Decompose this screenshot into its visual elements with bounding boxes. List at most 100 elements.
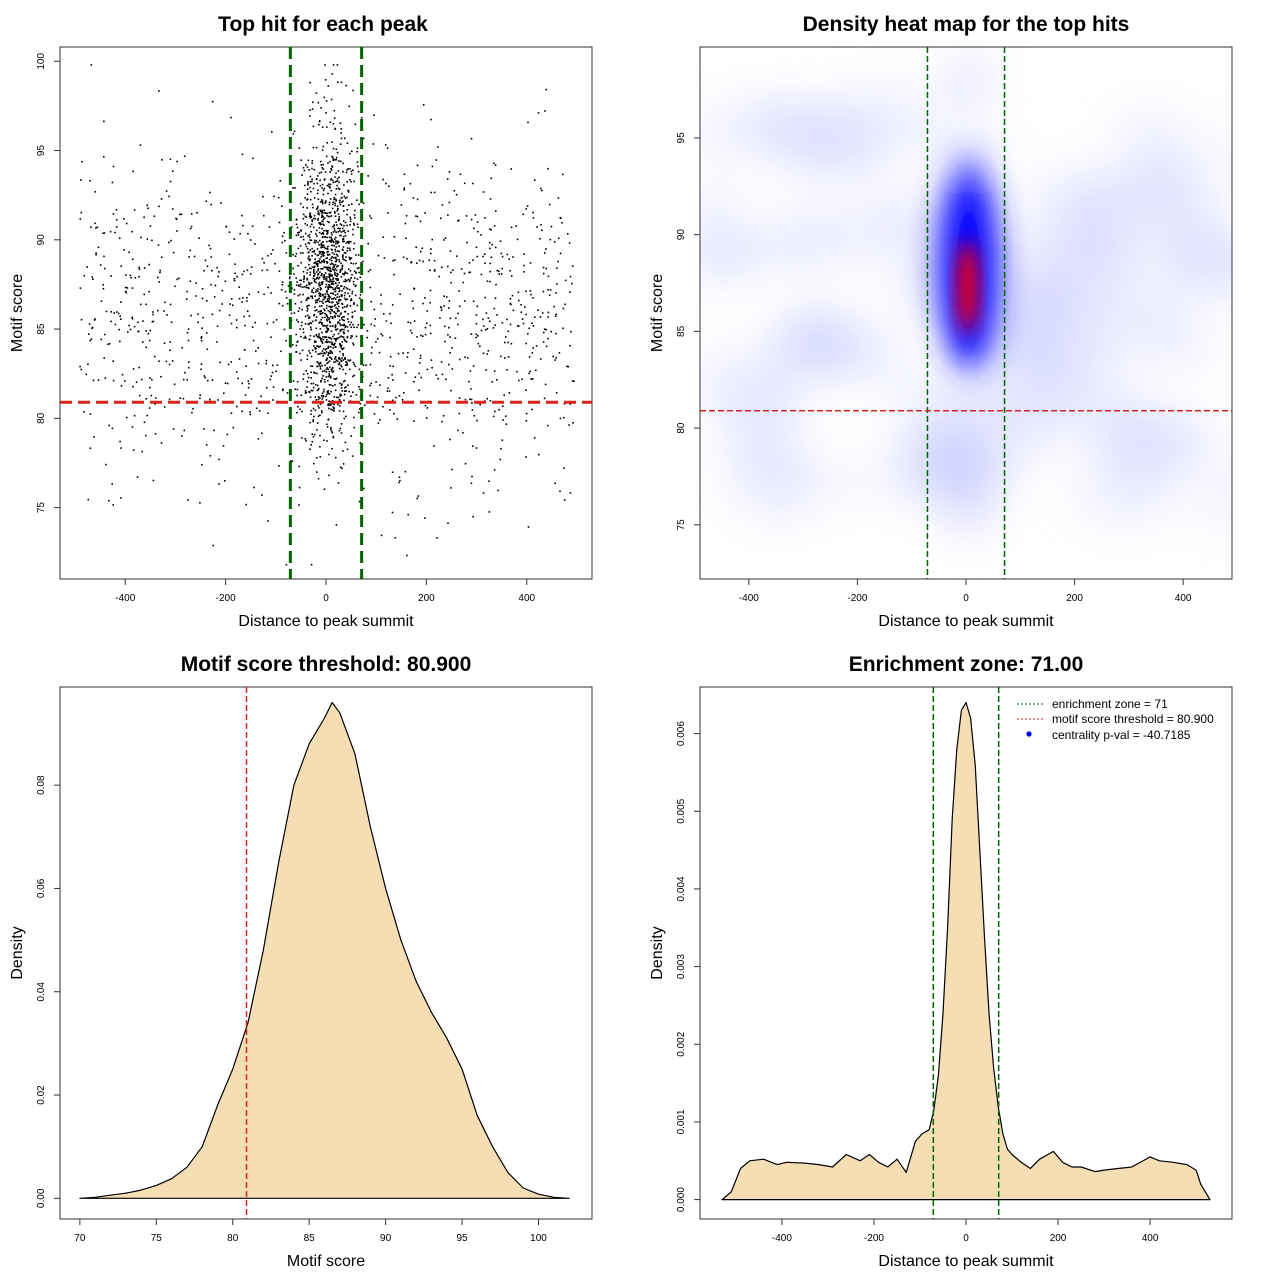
scatter-point xyxy=(334,298,337,300)
scatter-point xyxy=(349,179,351,181)
scatter-point xyxy=(341,318,344,321)
scatter-point xyxy=(556,267,558,269)
scatter-point xyxy=(335,198,337,201)
scatter-point xyxy=(305,286,308,289)
scatter-point xyxy=(100,338,103,341)
scatter-point xyxy=(263,214,265,217)
scatter-point xyxy=(324,297,326,299)
scatter-point xyxy=(315,457,318,459)
scatter-point xyxy=(340,262,342,265)
scatter-point xyxy=(334,287,337,289)
scatter-point xyxy=(330,241,333,243)
scatter-point xyxy=(333,244,336,247)
scatter-point xyxy=(326,393,328,396)
y-tick-label: 0.06 xyxy=(36,878,47,898)
scatter-point xyxy=(299,352,301,355)
scatter-point xyxy=(305,216,308,218)
scatter-point xyxy=(102,287,105,290)
scatter-point xyxy=(296,281,298,283)
scatter-point xyxy=(316,235,318,237)
scatter-point xyxy=(325,325,328,328)
scatter-point xyxy=(320,212,323,214)
scatter-point xyxy=(344,340,347,342)
scatter-point xyxy=(339,268,342,271)
scatter-point xyxy=(326,423,328,426)
scatter-point xyxy=(330,330,333,332)
scatter-point xyxy=(340,160,342,163)
scatter-point xyxy=(435,374,438,376)
scatter-point xyxy=(378,351,381,354)
scatter-point xyxy=(120,265,122,267)
scatter-point xyxy=(79,287,82,289)
scatter-point xyxy=(246,310,249,312)
scatter-point xyxy=(320,223,323,225)
scatter-point xyxy=(349,258,351,261)
scatter-point xyxy=(433,259,436,262)
scatter-point xyxy=(254,321,256,324)
scatter-point xyxy=(315,351,317,353)
y-tick-label: 0.00 xyxy=(36,1188,47,1208)
scatter-point xyxy=(341,383,343,385)
scatter-point xyxy=(312,386,315,389)
scatter-point xyxy=(477,230,479,233)
scatter-point xyxy=(344,292,346,294)
scatter-point xyxy=(320,199,323,201)
heatmap-density-blob xyxy=(700,227,793,271)
scatter-point xyxy=(326,142,328,144)
scatter-point xyxy=(498,273,500,275)
scatter-point xyxy=(338,160,340,162)
scatter-point xyxy=(337,241,340,243)
scatter-point xyxy=(376,396,379,398)
scatter-point xyxy=(342,170,344,173)
scatter-point xyxy=(191,411,193,414)
scatter-point xyxy=(410,261,413,263)
scatter-point xyxy=(354,294,357,297)
scatter-point xyxy=(339,345,342,347)
scatter-point xyxy=(341,467,343,470)
scatter-point xyxy=(326,328,329,330)
scatter-point xyxy=(309,267,311,270)
heatmap-density-blob xyxy=(714,428,794,471)
scatter-point xyxy=(113,312,115,314)
scatter-point xyxy=(341,324,344,326)
scatter-point xyxy=(228,231,231,233)
enrichment-x-label: Distance to peak summit xyxy=(878,1253,1054,1270)
scatter-point xyxy=(321,282,324,285)
scatter-point xyxy=(543,397,546,400)
scatter-point xyxy=(103,357,105,359)
scatter-point xyxy=(393,236,396,238)
scatter-point xyxy=(309,215,312,217)
scatter-point xyxy=(331,234,333,236)
scatter-point xyxy=(493,307,496,310)
scatter-point xyxy=(314,241,317,244)
scatter-point xyxy=(172,208,174,210)
scatter-point xyxy=(485,312,488,314)
scatter-point xyxy=(525,208,527,210)
scatter-point xyxy=(95,227,97,229)
y-tick-label: 0.04 xyxy=(36,982,47,1002)
scatter-point xyxy=(354,277,356,279)
scatter-point xyxy=(200,336,203,338)
scatter-point xyxy=(428,259,431,262)
scatter-point xyxy=(336,253,338,256)
scatter-point xyxy=(266,269,269,271)
scatter-point xyxy=(342,450,344,452)
scatter-point xyxy=(397,352,400,355)
scatter-point xyxy=(340,364,342,367)
scatter-point xyxy=(463,300,466,302)
scatter-point xyxy=(148,407,151,409)
scatter-point xyxy=(337,305,340,308)
scatter-point xyxy=(356,147,359,149)
scatter-point xyxy=(311,203,314,206)
scatter-point xyxy=(272,386,275,388)
scatter-point xyxy=(321,350,324,352)
scatter-point xyxy=(334,361,337,363)
scatter-point xyxy=(316,429,318,431)
scatter-point xyxy=(420,376,423,379)
scatter-point xyxy=(339,466,342,469)
scatter-point xyxy=(338,361,341,364)
scatter-point xyxy=(507,356,510,358)
scatter-point xyxy=(336,279,338,281)
scatter-point xyxy=(329,160,331,163)
scatter-point xyxy=(120,447,122,449)
